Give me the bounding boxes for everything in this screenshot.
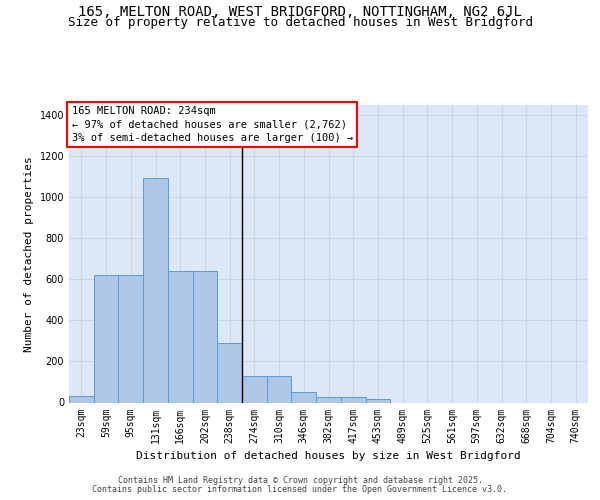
X-axis label: Distribution of detached houses by size in West Bridgford: Distribution of detached houses by size … [136, 451, 521, 461]
Bar [143, 178, 168, 402]
Bar [316, 398, 341, 402]
Bar [242, 376, 267, 402]
Bar [292, 392, 316, 402]
Bar [267, 376, 292, 402]
Bar [69, 396, 94, 402]
Text: Contains public sector information licensed under the Open Government Licence v3: Contains public sector information licen… [92, 485, 508, 494]
Bar [168, 271, 193, 402]
Text: Contains HM Land Registry data © Crown copyright and database right 2025.: Contains HM Land Registry data © Crown c… [118, 476, 482, 485]
Bar [118, 276, 143, 402]
Text: 165 MELTON ROAD: 234sqm
← 97% of detached houses are smaller (2,762)
3% of semi-: 165 MELTON ROAD: 234sqm ← 97% of detache… [71, 106, 353, 143]
Text: 165, MELTON ROAD, WEST BRIDGFORD, NOTTINGHAM, NG2 6JL: 165, MELTON ROAD, WEST BRIDGFORD, NOTTIN… [78, 5, 522, 19]
Bar [365, 400, 390, 402]
Bar [341, 398, 365, 402]
Bar [94, 276, 118, 402]
Bar [193, 271, 217, 402]
Bar [217, 343, 242, 402]
Text: Size of property relative to detached houses in West Bridgford: Size of property relative to detached ho… [67, 16, 533, 29]
Y-axis label: Number of detached properties: Number of detached properties [24, 156, 34, 352]
